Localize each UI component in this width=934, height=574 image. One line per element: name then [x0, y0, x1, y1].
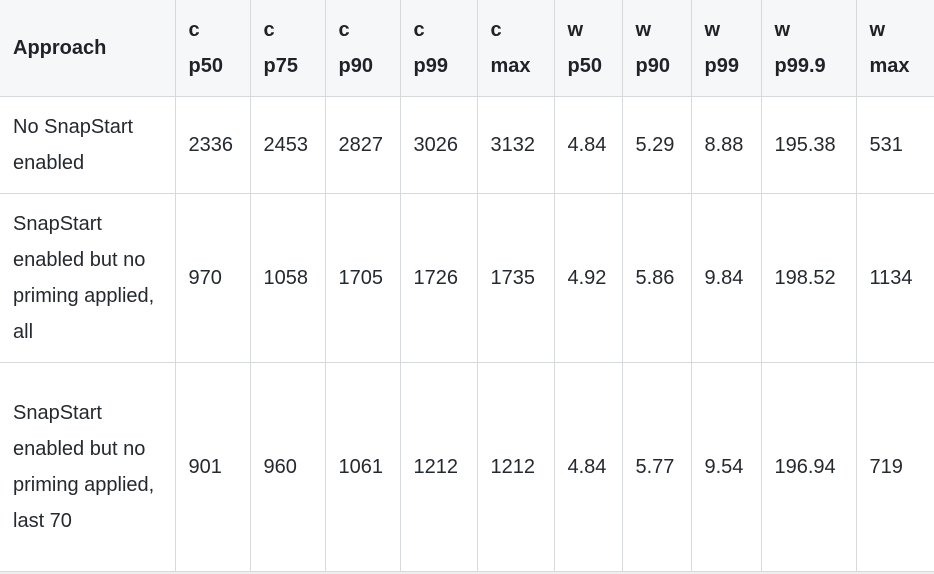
value-cell: 1726 [400, 193, 478, 363]
value-cell: 3132 [477, 96, 555, 194]
table-body: No SnapStart enabled 2336 2453 2827 3026 3132… [0, 96, 934, 572]
value-cell: 719 [856, 362, 934, 572]
value-cell: 2827 [325, 96, 401, 194]
column-header-c_p90: c p90 [325, 0, 401, 97]
header-row: Approach c p50 c p75 c p90 c p99 c max w p50 w … [0, 0, 934, 97]
value-cell: 198.52 [761, 193, 857, 363]
value-cell: 2453 [250, 96, 326, 194]
value-cell: 960 [250, 362, 326, 572]
value-cell: 1134 [856, 193, 934, 363]
value-cell: 531 [856, 96, 934, 194]
column-header-w_p99: w p99 [691, 0, 762, 97]
value-cell: 5.77 [622, 362, 692, 572]
value-cell: 5.86 [622, 193, 692, 363]
value-cell: 1212 [477, 362, 555, 572]
value-cell: 196.94 [761, 362, 857, 572]
value-cell: 9.54 [691, 362, 762, 572]
approach-cell: SnapStart enabled but no priming applied… [0, 362, 176, 572]
value-cell: 4.92 [554, 193, 623, 363]
table-row: No SnapStart enabled 2336 2453 2827 3026 3132… [0, 96, 934, 194]
approach-cell: SnapStart enabled but no priming applied… [0, 193, 176, 363]
column-header-approach: Approach [0, 0, 176, 97]
value-cell: 9.84 [691, 193, 762, 363]
table-row: SnapStart enabled but no priming applied… [0, 193, 934, 363]
column-header-c_p75: c p75 [250, 0, 326, 97]
column-header-w_p90: w p90 [622, 0, 692, 97]
value-cell: 1061 [325, 362, 401, 572]
value-cell: 4.84 [554, 96, 623, 194]
value-cell: 1058 [250, 193, 326, 363]
value-cell: 8.88 [691, 96, 762, 194]
column-header-w_p50: w p50 [554, 0, 623, 97]
value-cell: 1735 [477, 193, 555, 363]
column-header-c_p99: c p99 [400, 0, 478, 97]
value-cell: 5.29 [622, 96, 692, 194]
column-header-c_p50: c p50 [175, 0, 251, 97]
value-cell: 901 [175, 362, 251, 572]
value-cell: 3026 [400, 96, 478, 194]
value-cell: 1705 [325, 193, 401, 363]
value-cell: 1212 [400, 362, 478, 572]
value-cell: 4.84 [554, 362, 623, 572]
column-header-w_p999: w p99.9 [761, 0, 857, 97]
approach-cell: No SnapStart enabled [0, 96, 176, 194]
value-cell: 970 [175, 193, 251, 363]
table-row: SnapStart enabled but no priming applied… [0, 362, 934, 572]
value-cell: 2336 [175, 96, 251, 194]
column-header-c_max: c max [477, 0, 555, 97]
value-cell: 195.38 [761, 96, 857, 194]
column-header-w_max: w max [856, 0, 934, 97]
